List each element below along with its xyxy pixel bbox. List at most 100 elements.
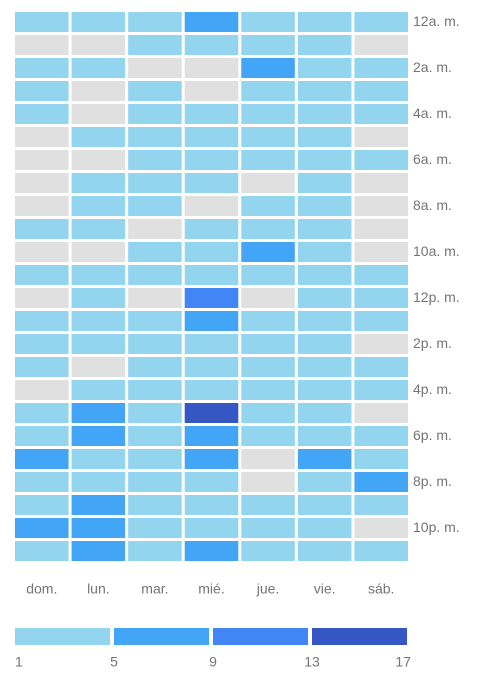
heat-cell bbox=[128, 35, 182, 55]
heat-cell bbox=[241, 196, 295, 216]
heat-cell bbox=[241, 403, 295, 423]
heat-cell bbox=[128, 357, 182, 377]
heat-cell bbox=[15, 518, 69, 538]
heat-cell bbox=[15, 12, 69, 32]
heat-cell bbox=[128, 81, 182, 101]
heat-cell bbox=[297, 196, 352, 216]
heat-cell bbox=[241, 426, 295, 446]
y-tick-label: 4p. m. bbox=[413, 381, 452, 397]
heat-cell bbox=[241, 104, 295, 124]
heat-cell bbox=[354, 403, 408, 423]
heat-cell bbox=[128, 334, 182, 354]
y-tick-label: 8p. m. bbox=[413, 473, 452, 489]
heat-cell bbox=[354, 495, 408, 515]
y-tick-label: 6a. m. bbox=[413, 151, 452, 167]
heat-cell bbox=[354, 35, 408, 55]
heat-cell bbox=[71, 127, 126, 147]
heat-cell bbox=[128, 288, 182, 308]
legend-tick-label: 9 bbox=[209, 654, 217, 670]
heat-cell bbox=[184, 58, 239, 78]
heat-cell bbox=[354, 12, 408, 32]
heat-cell bbox=[15, 426, 69, 446]
heat-cell bbox=[128, 495, 182, 515]
heat-cell bbox=[241, 449, 295, 469]
heat-cell bbox=[184, 311, 239, 331]
y-tick-label: 10a. m. bbox=[413, 243, 460, 259]
y-tick-label: 4a. m. bbox=[413, 105, 452, 121]
heat-cell bbox=[354, 173, 408, 193]
heat-cell bbox=[128, 265, 182, 285]
heat-cell bbox=[241, 150, 295, 170]
heat-cell bbox=[297, 58, 352, 78]
heat-cell bbox=[71, 403, 126, 423]
heat-cell bbox=[354, 311, 408, 331]
heat-cell bbox=[184, 196, 239, 216]
heat-cell bbox=[15, 380, 69, 400]
heat-cell bbox=[184, 426, 239, 446]
heat-cell bbox=[71, 219, 126, 239]
heat-cell bbox=[128, 12, 182, 32]
y-tick-label: 2a. m. bbox=[413, 59, 452, 75]
heat-cell bbox=[354, 334, 408, 354]
heat-cell bbox=[15, 104, 69, 124]
heat-cell bbox=[297, 357, 352, 377]
heat-cell bbox=[184, 35, 239, 55]
heat-cell bbox=[128, 449, 182, 469]
heat-cell bbox=[354, 196, 408, 216]
heat-cell bbox=[354, 104, 408, 124]
heat-cell bbox=[15, 35, 69, 55]
heat-cell bbox=[184, 242, 239, 262]
heat-cell bbox=[71, 265, 126, 285]
heat-cell bbox=[128, 196, 182, 216]
heat-cell bbox=[15, 288, 69, 308]
heat-cell bbox=[71, 541, 126, 561]
heat-cell bbox=[354, 265, 408, 285]
heat-cell bbox=[71, 426, 126, 446]
heat-cell bbox=[241, 472, 295, 492]
heat-cell bbox=[128, 541, 182, 561]
heat-cell bbox=[297, 35, 352, 55]
heat-cell bbox=[128, 472, 182, 492]
heat-cell bbox=[128, 58, 182, 78]
heat-cell bbox=[297, 288, 352, 308]
heat-cell bbox=[15, 242, 69, 262]
heat-cell bbox=[71, 196, 126, 216]
heat-cell bbox=[241, 81, 295, 101]
y-tick-label: 6p. m. bbox=[413, 427, 452, 443]
heat-cell bbox=[354, 58, 408, 78]
heat-cell bbox=[354, 472, 408, 492]
heat-cell bbox=[71, 81, 126, 101]
heat-cell bbox=[354, 518, 408, 538]
heat-cell bbox=[71, 104, 126, 124]
heat-cell bbox=[354, 288, 408, 308]
heat-cell bbox=[184, 449, 239, 469]
heat-cell bbox=[297, 150, 352, 170]
heat-cell bbox=[71, 449, 126, 469]
heat-cell bbox=[297, 334, 352, 354]
y-tick-label: 10p. m. bbox=[413, 519, 460, 535]
heat-cell bbox=[128, 518, 182, 538]
heat-cell bbox=[128, 104, 182, 124]
heat-cell bbox=[184, 472, 239, 492]
heat-cell bbox=[241, 127, 295, 147]
heat-cell bbox=[15, 196, 69, 216]
heat-cell bbox=[128, 127, 182, 147]
heat-cell bbox=[71, 173, 126, 193]
heat-cell bbox=[297, 449, 352, 469]
legend-swatch bbox=[312, 628, 407, 645]
heat-cell bbox=[15, 334, 69, 354]
heat-cell bbox=[241, 495, 295, 515]
heat-cell bbox=[184, 380, 239, 400]
x-tick-label: mar. bbox=[141, 581, 168, 597]
heat-cell bbox=[354, 449, 408, 469]
heat-cell bbox=[297, 541, 352, 561]
heat-cell bbox=[241, 219, 295, 239]
y-tick-label: 8a. m. bbox=[413, 197, 452, 213]
heat-cell bbox=[71, 380, 126, 400]
heat-cell bbox=[241, 58, 295, 78]
heat-cell bbox=[241, 541, 295, 561]
heat-cell bbox=[15, 81, 69, 101]
heat-cell bbox=[297, 495, 352, 515]
heat-cell bbox=[15, 449, 69, 469]
